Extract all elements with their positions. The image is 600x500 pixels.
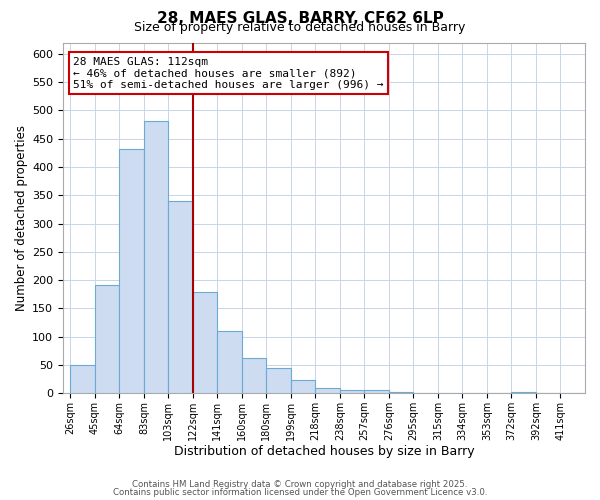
Text: Contains public sector information licensed under the Open Government Licence v3: Contains public sector information licen… [113,488,487,497]
Bar [95,284,119,393]
Text: Size of property relative to detached houses in Barry: Size of property relative to detached ho… [134,22,466,35]
Y-axis label: Number of detached properties: Number of detached properties [15,125,28,311]
Text: 28 MAES GLAS: 112sqm
← 46% of detached houses are smaller (892)
51% of semi-deta: 28 MAES GLAS: 112sqm ← 46% of detached h… [73,56,384,90]
Bar [242,358,266,393]
Bar [340,390,364,393]
Text: Contains HM Land Registry data © Crown copyright and database right 2025.: Contains HM Land Registry data © Crown c… [132,480,468,489]
Bar [119,149,144,393]
Bar [169,201,193,393]
Bar [511,392,536,393]
Bar [144,121,169,393]
Bar [266,368,291,393]
Text: 28, MAES GLAS, BARRY, CF62 6LP: 28, MAES GLAS, BARRY, CF62 6LP [157,11,443,26]
Bar [217,331,242,393]
Bar [193,292,217,393]
Bar [389,392,413,393]
X-axis label: Distribution of detached houses by size in Barry: Distribution of detached houses by size … [173,444,475,458]
Bar [316,388,340,393]
Bar [291,380,316,393]
Bar [364,390,389,393]
Bar [70,365,95,393]
